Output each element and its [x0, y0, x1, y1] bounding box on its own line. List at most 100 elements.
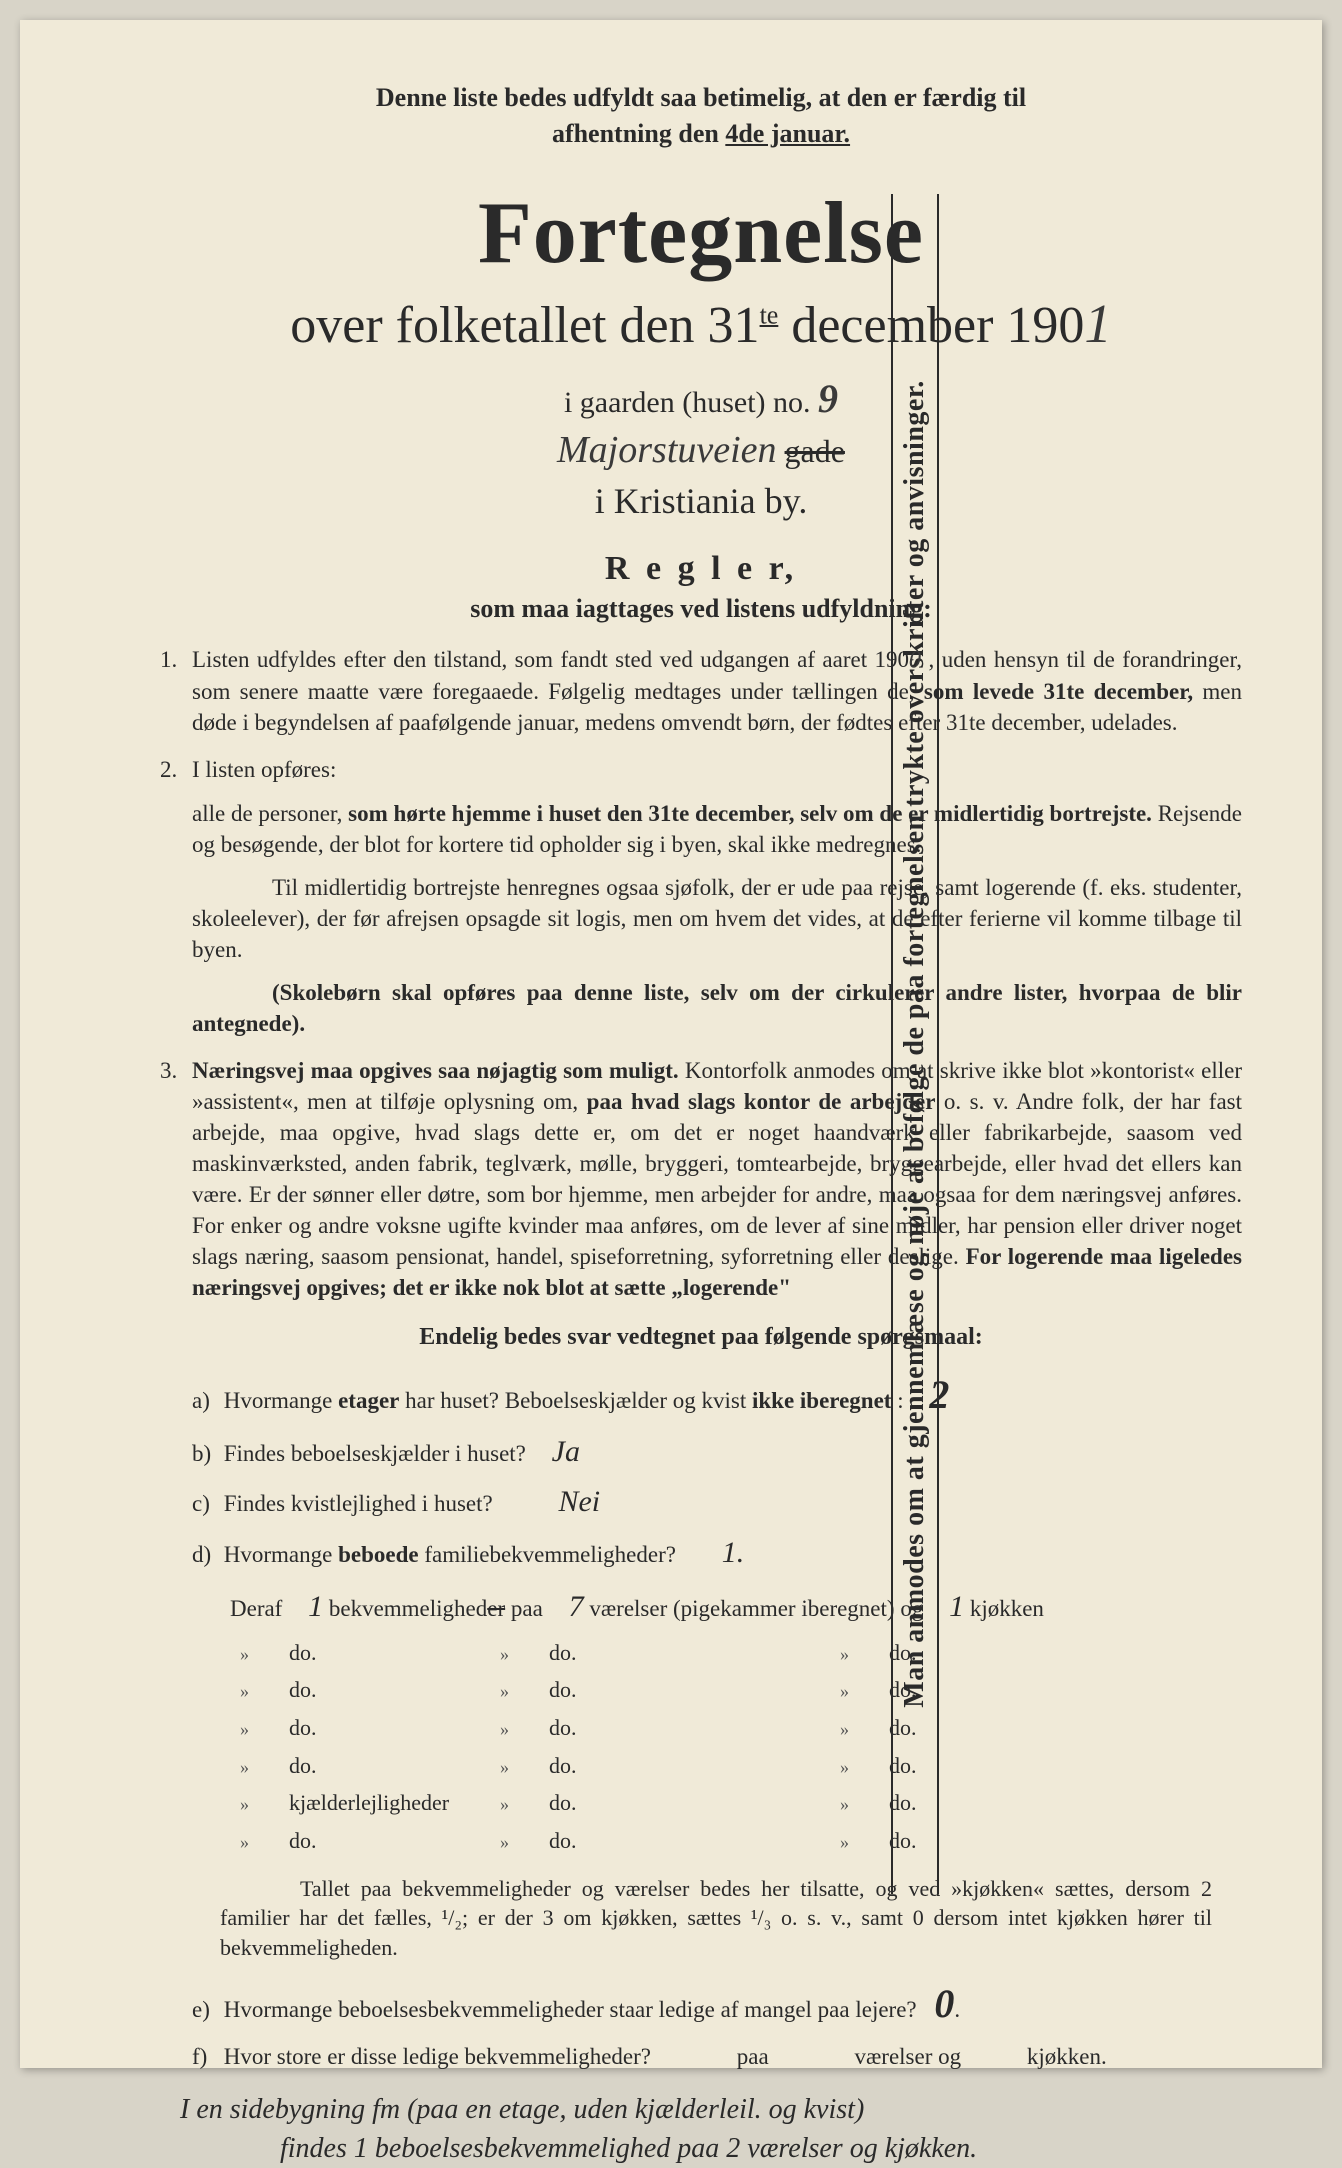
question-b: b) Findes beboelseskjælder i huset? Ja — [160, 1432, 1242, 1473]
deraf-v1: 1 — [308, 1590, 323, 1623]
deraf-mid4: kjøkken — [970, 1596, 1044, 1621]
rule2-sub3: (Skolebørn skal opføres paa denne liste,… — [192, 977, 1242, 1039]
q-e-label: e) — [192, 1994, 218, 2025]
deraf-mid2: paa — [511, 1596, 549, 1621]
handwritten-footer: I en sidebygning fm (paa en etage, uden … — [160, 2090, 1242, 2168]
q-a-bold: etager — [338, 1388, 399, 1413]
deraf-line: Deraf 1 bekvemmeligheder paa 7 værelser … — [230, 1587, 1242, 1628]
answer-e: 0 — [934, 1981, 954, 2026]
answer-d: 1. — [722, 1536, 745, 1569]
sub-title: over folketallet den 31te december 1901 — [160, 292, 1242, 355]
rule1-year: 0 — [909, 646, 921, 673]
rule-3: 3. Næringsvej maa opgives saa nøjagtig s… — [160, 1055, 1242, 1303]
question-f: f) Hvor store er disse ledige bekvemmeli… — [160, 2041, 1242, 2072]
year-handwritten: 1 — [1084, 293, 1111, 354]
top-instruction: Denne liste bedes udfyldt saa betimelig,… — [160, 80, 1242, 153]
question-a: a) Hvormange etager har huset? Beboelses… — [160, 1368, 1242, 1422]
q-a-pre: Hvormange — [224, 1388, 338, 1413]
q-a-bold2: ikke iberegnet — [752, 1388, 891, 1413]
do-row: »do.»do.»do. — [240, 1675, 1242, 1705]
question-d: d) Hvormange beboede familiebekvemmeligh… — [160, 1533, 1242, 1574]
rule2-s3-p0: (Skolebørn skal opføres paa denne liste,… — [192, 980, 1242, 1036]
vertical-margin-note: Man anmodes om at gjennemlæse og nøje at… — [891, 194, 939, 1894]
q-e-period: . — [954, 1997, 960, 2022]
q-d-post: familiebekvemmeligheder? — [419, 1542, 676, 1567]
subtitle-prefix: over folketallet den 31 — [290, 297, 759, 354]
hand-line-1: I en sidebygning fm (paa en etage, uden … — [180, 2090, 1242, 2129]
answer-c: Nei — [558, 1485, 600, 1518]
deraf-v3: 1 — [949, 1590, 964, 1623]
do-cell: do. — [289, 1715, 317, 1740]
q-d-label: d) — [192, 1539, 218, 1570]
bottom-explanation: Tallet paa bekvemmeligheder og værelser … — [220, 1874, 1242, 1963]
house-number: 9 — [818, 376, 838, 421]
subtitle-superscript: te — [760, 300, 779, 329]
q-a-post: har huset? Beboelseskjælder og kvist — [399, 1388, 752, 1413]
q-b-text: Findes beboelseskjælder i huset? — [224, 1441, 526, 1466]
rule-num-1: 1. — [160, 644, 177, 675]
q-c-label: c) — [192, 1488, 218, 1519]
do-row: »do.»do.»do. — [240, 1751, 1242, 1781]
question-c: c) Findes kvistlejlighed i huset? Nei — [160, 1482, 1242, 1523]
top-note-line1: Denne liste bedes udfyldt saa betimelig,… — [376, 83, 1026, 112]
house-prefix: i gaarden (huset) no. — [564, 386, 818, 419]
do-row: »kjælderlejligheder»do.»do. — [240, 1788, 1242, 1818]
do-cell: do. — [549, 1715, 577, 1740]
rule3-p2: paa hvad slags kontor de arbejder — [587, 1089, 936, 1114]
house-line: i gaarden (huset) no. 9 — [160, 375, 1242, 422]
rule-2: 2. I listen opføres: alle de personer, s… — [160, 754, 1242, 1038]
rule2-s2-p0: Til midlertidig bortrejste henregnes ogs… — [192, 875, 1242, 962]
city-line: i Kristiania by. — [160, 480, 1242, 522]
question-e: e) Hvormange beboelsesbekvemmeligheder s… — [160, 1977, 1242, 2031]
rule-num-3: 3. — [160, 1055, 177, 1086]
q-a-label: a) — [192, 1385, 218, 1416]
street-name: Majorstuveien — [557, 429, 777, 471]
do-cell: do. — [549, 1753, 577, 1778]
rules-title: R e g l e r, — [160, 550, 1242, 588]
deraf-mid1: bekvemmelighed — [329, 1596, 487, 1621]
rule-num-2: 2. — [160, 754, 177, 785]
do-cell: do. — [289, 1753, 317, 1778]
rule2-sub2: Til midlertidig bortrejste henregnes ogs… — [192, 872, 1242, 965]
deraf-prefix: Deraf — [230, 1596, 288, 1621]
rule-1: 1. Listen udfyldes efter den tilstand, s… — [160, 644, 1242, 739]
q-f-label: f) — [192, 2041, 218, 2072]
do-row: »do.»do.»do. — [240, 1713, 1242, 1743]
q-d-bold: beboede — [338, 1542, 419, 1567]
do-cell: do. — [549, 1828, 577, 1853]
deraf-mid3: værelser (pigekammer iberegnet) og — [589, 1596, 929, 1621]
do-row: »do.»do.»do. — [240, 1826, 1242, 1856]
subtitle-mid: december 190 — [778, 297, 1084, 354]
rule1-p0: Listen udfyldes efter den tilstand, som … — [192, 647, 909, 672]
q-d-pre: Hvormange — [224, 1542, 338, 1567]
rules-subtitle: som maa iagttages ved listens udfyldning… — [160, 594, 1242, 624]
do-row: »do.»do.»do. — [240, 1638, 1242, 1668]
do-cell: do. — [289, 1828, 317, 1853]
hand-line-2: findes 1 beboelsesbekvemmelighed paa 2 v… — [180, 2129, 1242, 2168]
rule1-p3: som levede 31te december, — [924, 679, 1193, 704]
top-note-date: 4de januar. — [725, 119, 850, 148]
rule2-s1-p1: som hørte hjemme i huset den 31te decemb… — [348, 801, 1152, 826]
rule2-intro: I listen opføres: — [192, 757, 336, 782]
address-block: i gaarden (huset) no. 9 Majorstuveien ga… — [160, 375, 1242, 522]
rule3-p3: o. s. v. Andre folk, der har fast arbejd… — [192, 1089, 1242, 1269]
questions-title: Endelig bedes svar vedtegnet paa følgend… — [160, 1321, 1242, 1353]
rule2-s1-p0: alle de personer, — [192, 801, 348, 826]
top-note-prefix: afhentning den — [552, 119, 725, 148]
deraf-struck: er — [487, 1596, 505, 1621]
street-suffix-struck: gade — [785, 433, 845, 469]
q-e-text: Hvormange beboelsesbekvemmeligheder staa… — [224, 1997, 917, 2022]
rule2-sub1: alle de personer, som hørte hjemme i hus… — [192, 798, 1242, 860]
answer-b: Ja — [552, 1435, 580, 1468]
do-cell: do. — [549, 1640, 577, 1665]
rules-section: 1. Listen udfyldes efter den tilstand, s… — [160, 644, 1242, 2168]
main-title: Fortegnelse — [160, 183, 1242, 284]
do-cell: do. — [289, 1677, 317, 1702]
do-cell: kjælderlejligheder — [289, 1790, 449, 1815]
do-cell: do. — [549, 1790, 577, 1815]
rule3-p0: Næringsvej maa opgives saa nøjagtig som … — [192, 1058, 679, 1083]
q-c-text: Findes kvistlejlighed i huset? — [224, 1491, 493, 1516]
street-line: Majorstuveien gade — [160, 428, 1242, 472]
do-table: »do.»do.»do. »do.»do.»do. »do.»do.»do. »… — [240, 1638, 1242, 1856]
census-form-page: Man anmodes om at gjennemlæse og nøje at… — [20, 20, 1322, 2068]
